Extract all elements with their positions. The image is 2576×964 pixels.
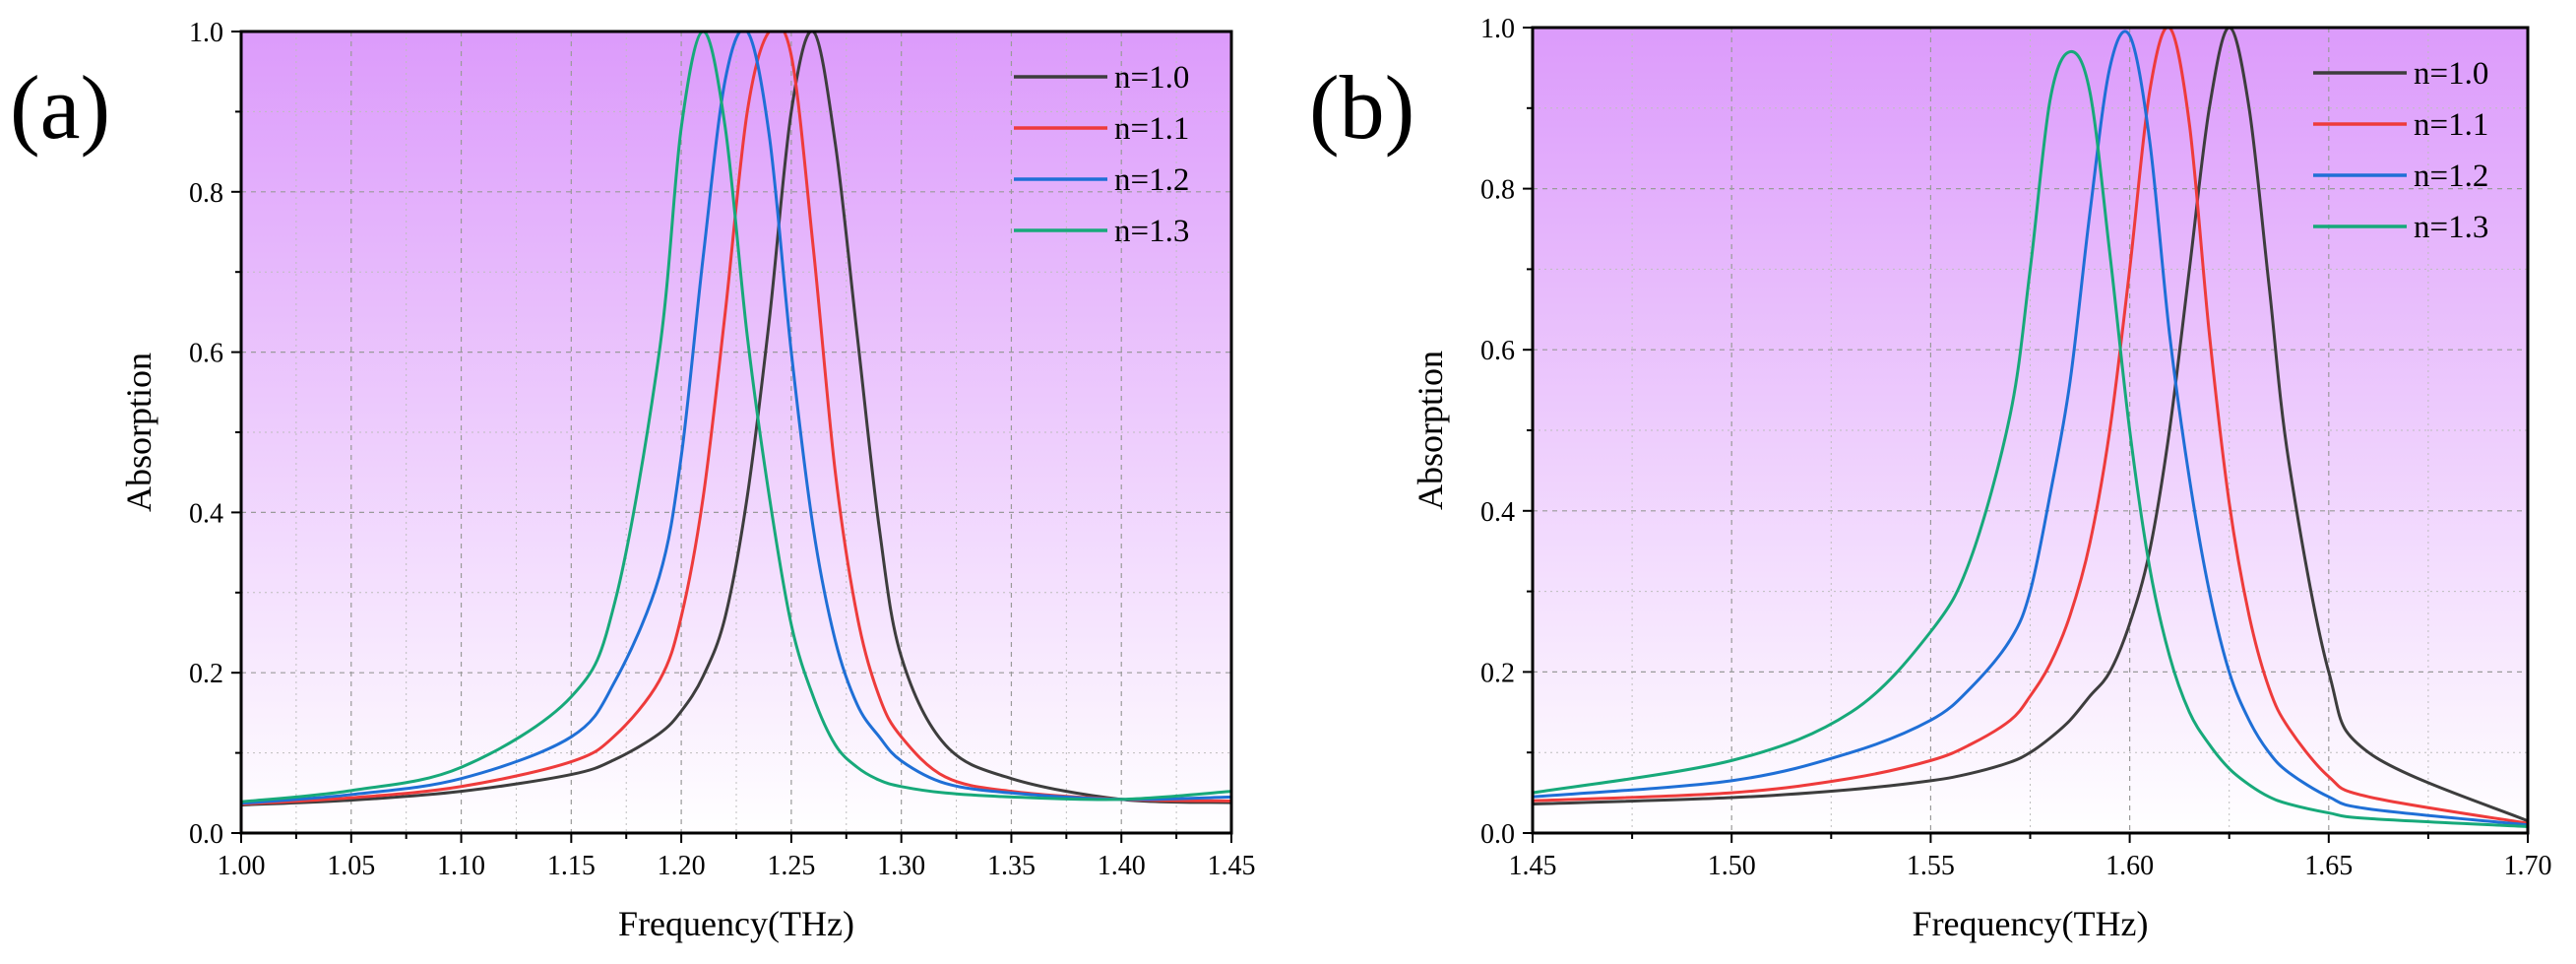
x-axis-label: Frequency(THz) bbox=[1913, 904, 2149, 943]
x-tick-label: 1.30 bbox=[877, 851, 925, 881]
chart-panel-b: 1.45 1.50 1.55 1.60 1.65 1.70 0.0 0.2 0.4 0.6 0.8 1… bbox=[1309, 14, 2552, 943]
series-line-n12 bbox=[1533, 30, 2528, 827]
series-line-n11 bbox=[1533, 28, 2528, 825]
x-tick-label: 1.60 bbox=[2105, 851, 2154, 881]
panel-label: (a) bbox=[10, 57, 110, 158]
y-tick-label: 0.0 bbox=[1480, 819, 1515, 850]
x-tick-label: 1.10 bbox=[437, 851, 485, 881]
x-tick-label: 1.50 bbox=[1708, 851, 1756, 881]
series-line-n12 bbox=[241, 32, 1231, 805]
y-tick-label: 0.0 bbox=[189, 819, 223, 850]
y-tick-label: 0.6 bbox=[1480, 336, 1515, 366]
y-tick-label: 0.8 bbox=[189, 178, 223, 209]
y-tick-label: 0.2 bbox=[1480, 658, 1515, 688]
x-tick-label: 1.45 bbox=[1208, 851, 1256, 881]
x-tick-label: 1.05 bbox=[327, 851, 375, 881]
legend-label: n=1.1 bbox=[2414, 107, 2488, 143]
legend-label: n=1.0 bbox=[2414, 56, 2488, 92]
x-tick-label: 1.20 bbox=[658, 851, 706, 881]
legend-label: n=1.3 bbox=[2414, 210, 2488, 245]
panel-label: (b) bbox=[1309, 57, 1414, 158]
y-tick-label: 0.8 bbox=[1480, 175, 1515, 206]
plot-frame bbox=[239, 30, 1233, 835]
y-tick-label: 0.6 bbox=[189, 339, 223, 369]
plot-frame bbox=[1531, 26, 2530, 835]
x-tick-label: 1.70 bbox=[2504, 851, 2552, 881]
x-tick-label: 1.35 bbox=[987, 851, 1036, 881]
x-tick-label: 1.65 bbox=[2304, 851, 2353, 881]
chart-panel-a: 1.00 1.05 1.10 1.15 1.20 1.25 1.30 1.35 1.40 1.45… bbox=[10, 18, 1256, 943]
y-tick-label: 0.2 bbox=[189, 659, 223, 689]
y-tick-label: 0.4 bbox=[1480, 497, 1515, 528]
x-tick-label: 1.25 bbox=[767, 851, 815, 881]
y-tick-label: 1.0 bbox=[1480, 14, 1515, 44]
y-tick-label: 0.4 bbox=[189, 498, 223, 529]
series-line-n13 bbox=[241, 32, 1231, 803]
series-line-n10 bbox=[1533, 28, 2528, 823]
x-tick-label: 1.15 bbox=[547, 851, 596, 881]
series-lines bbox=[1533, 28, 2528, 828]
y-axis-label: Absorption bbox=[1411, 351, 1450, 510]
series-line-n10 bbox=[241, 32, 1231, 807]
legend-label: n=1.2 bbox=[1114, 162, 1189, 198]
legend-label: n=1.2 bbox=[2414, 159, 2488, 194]
y-axis-label: Absorption bbox=[119, 353, 158, 512]
x-tick-label: 1.45 bbox=[1509, 851, 1557, 881]
legend-label: n=1.1 bbox=[1114, 111, 1189, 147]
legend-label: n=1.3 bbox=[1114, 214, 1189, 249]
x-tick-label: 1.00 bbox=[218, 851, 266, 881]
series-line-n13 bbox=[1533, 50, 2528, 828]
x-axis-label: Frequency(THz) bbox=[618, 904, 854, 943]
x-tick-label: 1.40 bbox=[1098, 851, 1146, 881]
legend-label: n=1.0 bbox=[1114, 60, 1189, 96]
legend: n=1.0 n=1.1 n=1.2 n=1.3 bbox=[1014, 60, 1189, 249]
legend: n=1.0 n=1.1 n=1.2 n=1.3 bbox=[2313, 56, 2488, 245]
x-tick-label: 1.55 bbox=[1907, 851, 1955, 881]
y-tick-label: 1.0 bbox=[189, 18, 223, 48]
